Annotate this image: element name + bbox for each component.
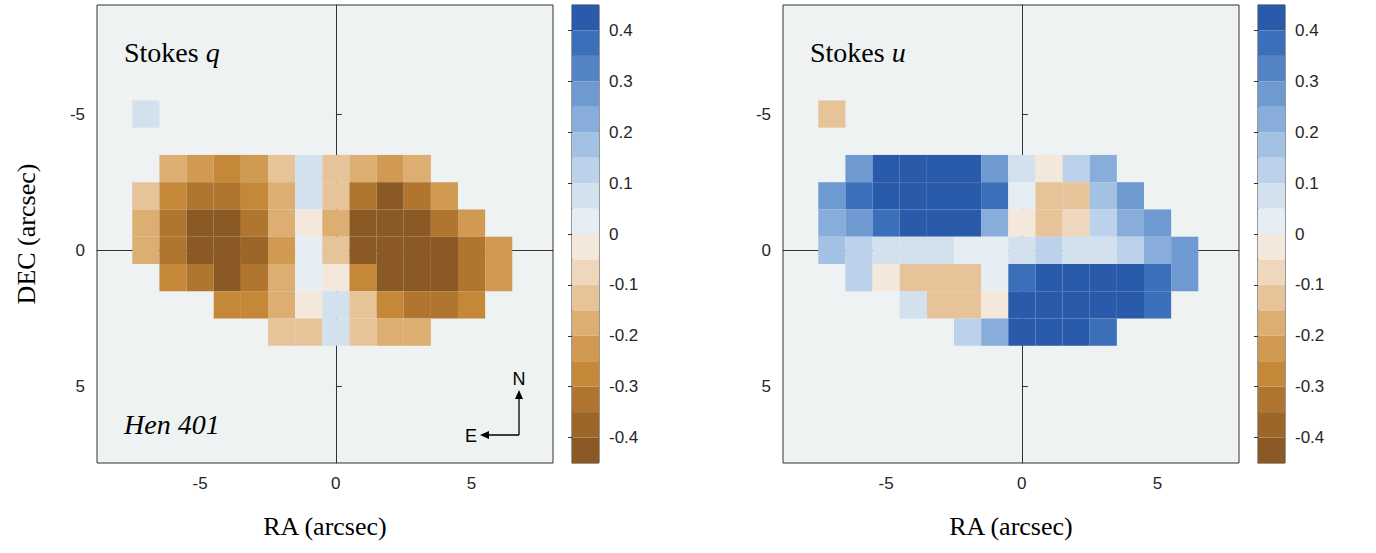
svg-text:E: E [465,426,477,446]
svg-text:Stokes: Stokes [124,37,206,68]
svg-text:DEC (arcsec): DEC (arcsec) [12,164,41,305]
svg-text:0.2: 0.2 [609,123,633,142]
svg-text:0.2: 0.2 [1295,123,1319,142]
svg-text:-5: -5 [756,105,771,124]
svg-text:5: 5 [76,377,85,396]
svg-text:0.3: 0.3 [1295,72,1319,91]
svg-text:5: 5 [1153,474,1162,493]
svg-text:q: q [206,37,220,68]
svg-text:-5: -5 [193,474,208,493]
svg-text:0.4: 0.4 [1295,21,1319,40]
svg-text:-0.1: -0.1 [1295,275,1324,294]
svg-text:RA (arcsec): RA (arcsec) [949,512,1072,541]
svg-text:-0.3: -0.3 [1295,377,1324,396]
svg-text:-0.4: -0.4 [609,428,638,447]
svg-text:0: 0 [762,241,771,260]
svg-text:-0.4: -0.4 [1295,428,1324,447]
svg-text:5: 5 [762,377,771,396]
svg-text:-5: -5 [879,474,894,493]
svg-text:-0.1: -0.1 [609,275,638,294]
svg-text:0: 0 [76,241,85,260]
svg-text:0.1: 0.1 [609,174,633,193]
svg-text:0.4: 0.4 [609,21,633,40]
svg-text:0: 0 [1017,474,1026,493]
svg-text:-0.2: -0.2 [1295,326,1324,345]
svg-text:u: u [892,37,906,68]
svg-text:N: N [513,369,526,389]
svg-text:-5: -5 [70,105,85,124]
svg-text:RA (arcsec): RA (arcsec) [263,512,386,541]
svg-text:5: 5 [467,474,476,493]
svg-text:Stokes: Stokes [810,37,892,68]
svg-text:0: 0 [609,225,618,244]
svg-text:0: 0 [331,474,340,493]
svg-text:-0.3: -0.3 [609,377,638,396]
svg-text:0.1: 0.1 [1295,174,1319,193]
svg-text:0: 0 [1295,225,1304,244]
svg-text:Hen 401: Hen 401 [123,409,220,440]
svg-text:0.3: 0.3 [609,72,633,91]
svg-text:-0.2: -0.2 [609,326,638,345]
